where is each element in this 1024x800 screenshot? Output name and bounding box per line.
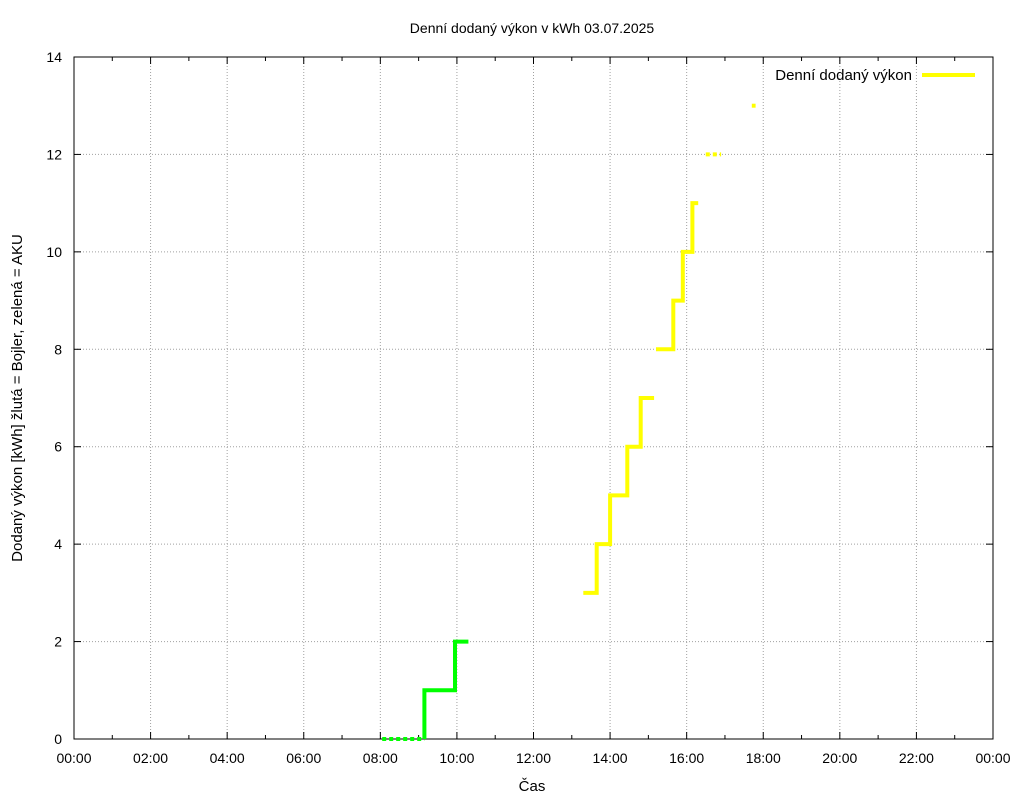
x-tick-label: 22:00	[899, 750, 934, 766]
x-tick-label: 06:00	[286, 750, 321, 766]
x-tick-label: 10:00	[439, 750, 474, 766]
x-tick-label: 16:00	[669, 750, 704, 766]
y-tick-label: 6	[54, 439, 62, 455]
y-tick-label: 14	[46, 49, 62, 65]
x-tick-label: 02:00	[133, 750, 168, 766]
series-2-line	[656, 201, 699, 352]
x-tick-label: 18:00	[746, 750, 781, 766]
grid	[74, 57, 993, 739]
y-tick-label: 2	[54, 634, 62, 650]
y-tick-label: 8	[54, 341, 62, 357]
chart-title: Denní dodaný výkon v kWh 03.07.2025	[410, 20, 655, 36]
x-axis-label: Čas	[519, 778, 546, 795]
y-tick-label: 0	[54, 731, 62, 747]
y-axis-label: Dodaný výkon [kWh] žlutá = Bojler, zelen…	[9, 234, 26, 562]
y-tick-label: 12	[46, 146, 62, 162]
axis-ticks: 00:00 02:00 04:00 06:00 08:00 10:00 12:00 14:00…	[46, 49, 1010, 766]
x-tick-label: 00:00	[975, 750, 1010, 766]
series	[382, 103, 756, 741]
x-tick-label: 08:00	[363, 750, 398, 766]
y-tick-label: 10	[46, 244, 62, 260]
series-1-line	[422, 639, 469, 739]
x-tick-label: 20:00	[822, 750, 857, 766]
x-tick-label: 14:00	[593, 750, 628, 766]
x-tick-label: 12:00	[516, 750, 551, 766]
legend: Denní dodaný výkon	[775, 67, 975, 84]
x-tick-label: 04:00	[210, 750, 245, 766]
x-tick-label: 00:00	[56, 750, 91, 766]
series-2-line	[583, 396, 655, 595]
y-tick-label: 4	[54, 536, 62, 552]
legend-label: Denní dodaný výkon	[775, 67, 912, 84]
